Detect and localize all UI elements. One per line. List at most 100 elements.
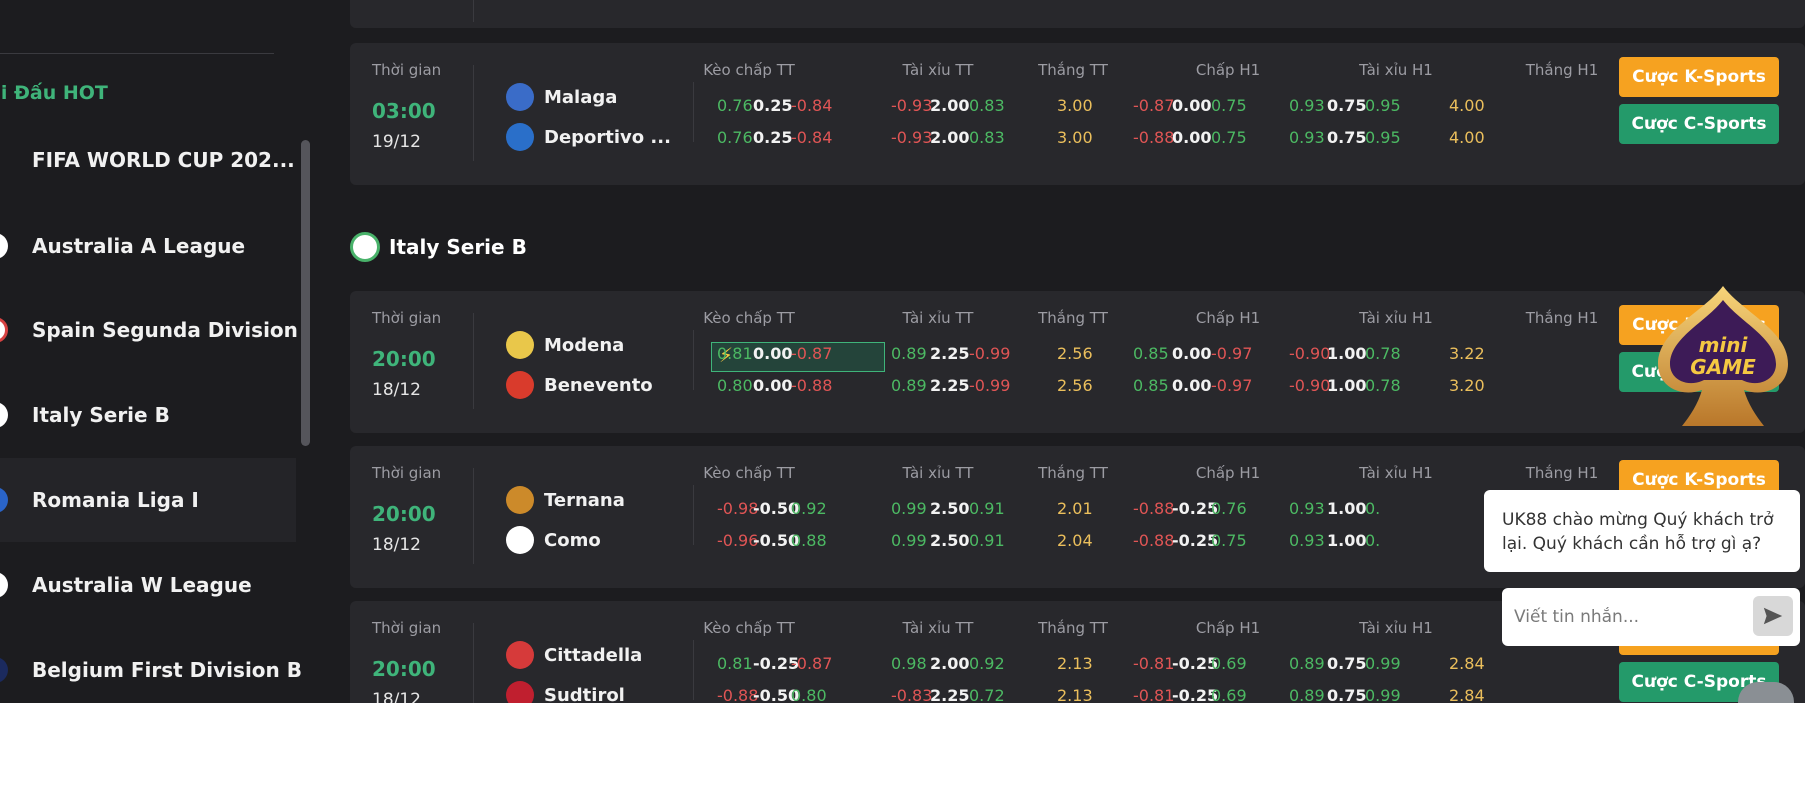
odds-value[interactable]: 4.00 xyxy=(1449,128,1485,147)
odds-value[interactable]: 0.80 xyxy=(791,686,827,703)
odds-value[interactable]: 0.78 xyxy=(1365,344,1401,363)
odds-value[interactable]: 2.84 xyxy=(1449,686,1485,703)
odds-value[interactable]: 0.98 xyxy=(891,654,927,673)
odds-value[interactable]: 0.72 xyxy=(969,686,1005,703)
odds-value[interactable]: -0.98 xyxy=(717,499,759,518)
odds-value[interactable]: -0.97 xyxy=(1211,344,1253,363)
away-team[interactable]: Sudtirol xyxy=(506,681,625,703)
odds-value[interactable]: -0.93 xyxy=(891,96,933,115)
odds-value[interactable]: 2.50 xyxy=(930,499,970,518)
odds-value[interactable]: 2.00 xyxy=(930,128,970,147)
sidebar-item-spain-segunda[interactable]: Spain Segunda Division xyxy=(0,288,298,372)
odds-value[interactable]: 0.89 xyxy=(1289,654,1325,673)
odds-value[interactable]: -0.99 xyxy=(969,344,1011,363)
odds-value[interactable]: 0.25 xyxy=(753,96,793,115)
odds-value[interactable]: 0.91 xyxy=(969,499,1005,518)
odds-value[interactable]: -0.99 xyxy=(969,376,1011,395)
odds-value[interactable]: 0.78 xyxy=(1365,376,1401,395)
sidebar-item-australia-a-league[interactable]: Australia A League xyxy=(0,204,296,288)
odds-value[interactable]: -0.83 xyxy=(891,686,933,703)
odds-value[interactable]: 0.25 xyxy=(753,128,793,147)
home-team[interactable]: Cittadella xyxy=(506,641,642,669)
odds-value[interactable]: 0.75 xyxy=(1327,96,1367,115)
home-team[interactable]: Ternana xyxy=(506,486,625,514)
odds-value[interactable]: 2.50 xyxy=(930,531,970,550)
odds-value[interactable]: 0.75 xyxy=(1211,96,1247,115)
odds-value[interactable]: 0.93 xyxy=(1289,128,1325,147)
away-team[interactable]: Benevento xyxy=(506,371,653,399)
odds-value[interactable]: 2.25 xyxy=(930,344,970,363)
odds-value[interactable]: 3.00 xyxy=(1057,128,1093,147)
odds-value[interactable]: -0.96 xyxy=(717,531,759,550)
sidebar-item-belgium-first-division-b[interactable]: Belgium First Division B xyxy=(0,628,302,703)
odds-value[interactable]: 3.20 xyxy=(1449,376,1485,395)
odds-value[interactable]: 0.81 xyxy=(717,344,753,363)
odds-value[interactable]: -0.50 xyxy=(753,531,800,550)
odds-value[interactable]: 1.00 xyxy=(1327,531,1367,550)
odds-value[interactable]: 0.93 xyxy=(1289,96,1325,115)
odds-value[interactable]: 4.00 xyxy=(1449,96,1485,115)
odds-value[interactable]: -0.81 xyxy=(1133,654,1175,673)
odds-value[interactable]: 1.00 xyxy=(1327,499,1367,518)
bet-k-sports-button[interactable]: Cược K-Sports xyxy=(1619,57,1779,97)
odds-value[interactable]: 0.95 xyxy=(1365,96,1401,115)
odds-value[interactable]: -0.88 xyxy=(791,376,833,395)
odds-value[interactable]: 3.00 xyxy=(1057,96,1093,115)
odds-value[interactable]: 0.85 xyxy=(1133,344,1169,363)
odds-value[interactable]: 0.00 xyxy=(1172,96,1212,115)
odds-value[interactable]: -0.50 xyxy=(753,499,800,518)
odds-value[interactable]: -0.25 xyxy=(1172,654,1219,673)
odds-value[interactable]: 0.91 xyxy=(969,531,1005,550)
odds-value[interactable]: -0.87 xyxy=(1133,96,1175,115)
odds-value[interactable]: 2.00 xyxy=(930,654,970,673)
odds-value[interactable]: 0.93 xyxy=(1289,531,1325,550)
odds-value[interactable]: 0.69 xyxy=(1211,654,1247,673)
home-team[interactable]: Modena xyxy=(506,331,624,359)
odds-value[interactable]: 0.83 xyxy=(969,128,1005,147)
odds-value[interactable]: 2.13 xyxy=(1057,686,1093,703)
odds-value[interactable]: -0.88 xyxy=(1133,128,1175,147)
odds-value[interactable]: 0.99 xyxy=(891,531,927,550)
away-team[interactable]: Deportivo ... xyxy=(506,123,671,151)
odds-value[interactable]: -0.25 xyxy=(1172,686,1219,703)
odds-value[interactable]: -0.90 xyxy=(1289,376,1331,395)
odds-value[interactable]: -0.88 xyxy=(717,686,759,703)
odds-value[interactable]: 0.00 xyxy=(1172,128,1212,147)
odds-value[interactable]: 0.89 xyxy=(1289,686,1325,703)
odds-value[interactable]: 0.75 xyxy=(1327,128,1367,147)
odds-value[interactable]: -0.50 xyxy=(753,686,800,703)
odds-value[interactable]: 0.93 xyxy=(1289,499,1325,518)
odds-value[interactable]: 0.95 xyxy=(1365,128,1401,147)
odds-value[interactable]: 0. xyxy=(1365,531,1381,550)
odds-value[interactable]: 0.83 xyxy=(969,96,1005,115)
home-team[interactable]: Malaga xyxy=(506,83,617,111)
chat-message-input[interactable] xyxy=(1514,602,1744,632)
odds-value[interactable]: -0.88 xyxy=(1133,531,1175,550)
odds-value[interactable]: 0. xyxy=(1365,499,1381,518)
odds-value[interactable]: 3.22 xyxy=(1449,344,1485,363)
odds-value[interactable]: 0.92 xyxy=(969,654,1005,673)
sidebar-item-romania-liga-i[interactable]: Romania Liga I xyxy=(0,458,296,542)
odds-value[interactable]: -0.93 xyxy=(891,128,933,147)
odds-value[interactable]: -0.97 xyxy=(1211,376,1253,395)
odds-value[interactable]: 0.80 xyxy=(717,376,753,395)
odds-value[interactable]: 2.25 xyxy=(930,376,970,395)
odds-value[interactable]: 0.00 xyxy=(1172,376,1212,395)
odds-value[interactable]: 0.76 xyxy=(717,96,753,115)
odds-value[interactable]: 2.04 xyxy=(1057,531,1093,550)
odds-value[interactable]: 0.81 xyxy=(717,654,753,673)
odds-value[interactable]: 0.89 xyxy=(891,376,927,395)
odds-value[interactable]: 0.88 xyxy=(791,531,827,550)
odds-value[interactable]: 1.00 xyxy=(1327,376,1367,395)
odds-value[interactable]: -0.81 xyxy=(1133,686,1175,703)
odds-value[interactable]: 0.92 xyxy=(791,499,827,518)
odds-value[interactable]: 0.76 xyxy=(717,128,753,147)
odds-value[interactable]: 1.00 xyxy=(1327,344,1367,363)
odds-value[interactable]: -0.90 xyxy=(1289,344,1331,363)
odds-value[interactable]: 2.84 xyxy=(1449,654,1485,673)
odds-value[interactable]: -0.25 xyxy=(1172,531,1219,550)
bet-c-sports-button[interactable]: Cược C-Sports xyxy=(1619,104,1779,144)
odds-value[interactable]: -0.87 xyxy=(791,344,833,363)
send-button[interactable] xyxy=(1753,596,1793,636)
odds-value[interactable]: 0.75 xyxy=(1327,686,1367,703)
